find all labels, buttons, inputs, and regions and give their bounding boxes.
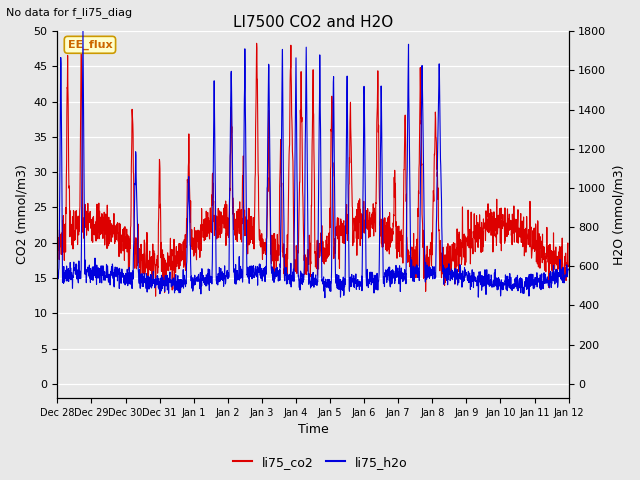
Y-axis label: H2O (mmol/m3): H2O (mmol/m3) [612,164,625,265]
Legend: li75_co2, li75_h2o: li75_co2, li75_h2o [228,451,412,474]
Y-axis label: CO2 (mmol/m3): CO2 (mmol/m3) [15,165,28,264]
X-axis label: Time: Time [298,423,328,436]
Text: EE_flux: EE_flux [68,40,112,50]
Title: LI7500 CO2 and H2O: LI7500 CO2 and H2O [233,15,393,30]
Text: No data for f_li75_diag: No data for f_li75_diag [6,7,132,18]
